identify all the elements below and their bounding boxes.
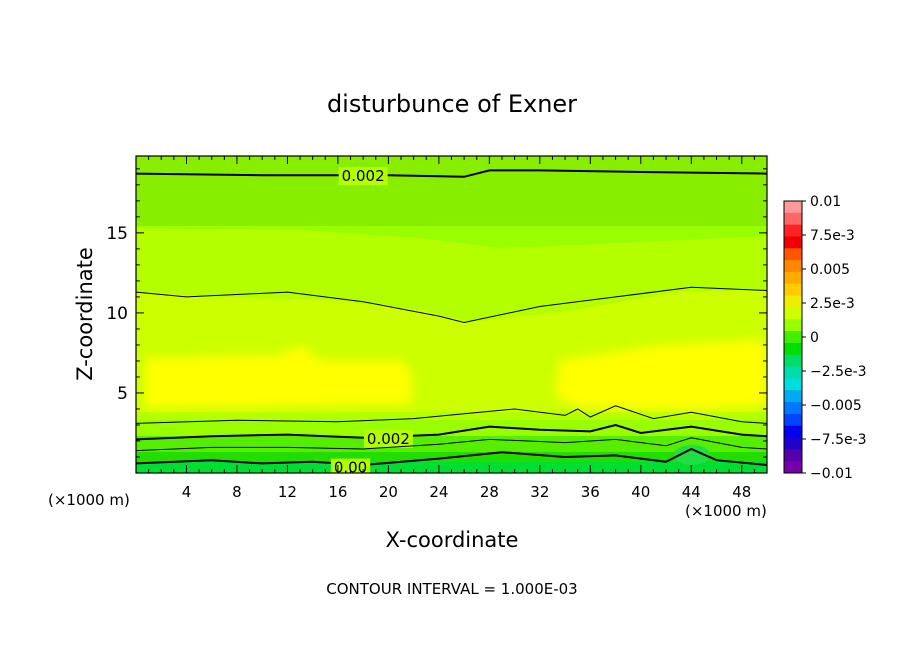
x-tick-label: 20 bbox=[379, 483, 398, 501]
x-tick-label: 4 bbox=[182, 483, 192, 501]
colorbar-swatch bbox=[784, 295, 802, 308]
contour-label-bg-2 bbox=[330, 458, 371, 473]
contour-interval-footer: CONTOUR INTERVAL = 1.000E-03 bbox=[326, 580, 577, 598]
field-band-upper bbox=[136, 156, 767, 226]
x-tick-label: 40 bbox=[631, 483, 650, 501]
x-tick-label: 32 bbox=[530, 483, 549, 501]
colorbar-label: 7.5e-3 bbox=[810, 228, 855, 244]
colorbar-label: 0 bbox=[810, 330, 819, 346]
field-core-right bbox=[555, 340, 767, 410]
colorbar-swatch bbox=[784, 271, 802, 285]
contour-line-1 bbox=[136, 169, 767, 178]
y-tick-label: 10 bbox=[106, 304, 128, 324]
colorbar-swatch bbox=[784, 390, 802, 403]
contour-label-2: 0.00 bbox=[334, 459, 367, 477]
colorbar-swatch bbox=[784, 319, 802, 332]
colorbar-swatch bbox=[784, 413, 802, 427]
colorbar-swatch bbox=[784, 212, 802, 226]
contour-line-3 bbox=[136, 437, 767, 452]
contour-line-4 bbox=[136, 405, 767, 424]
contour-line-2 bbox=[136, 447, 767, 467]
colorbar-swatch bbox=[784, 201, 802, 214]
colorbar-label: 0.01 bbox=[810, 194, 841, 210]
colorbar-swatch bbox=[784, 378, 802, 391]
chart-title: disturbunce of Exner bbox=[327, 90, 577, 118]
colorbar-swatch bbox=[784, 354, 802, 368]
colorbar-swatch bbox=[784, 437, 802, 450]
x-unit-left: (×1000 m) bbox=[48, 491, 130, 509]
x-tick-label: 48 bbox=[732, 483, 751, 501]
heatmap-field bbox=[136, 156, 767, 473]
colorbar-label: 2.5e-3 bbox=[810, 296, 855, 312]
colorbar-swatch bbox=[784, 425, 802, 439]
colorbar-label: −0.005 bbox=[810, 398, 862, 414]
contour-line-5 bbox=[136, 286, 767, 324]
contour-line-0 bbox=[136, 423, 767, 441]
colorbar-swatch bbox=[784, 260, 802, 273]
x-tick-label: 8 bbox=[232, 483, 242, 501]
y-tick-label: 5 bbox=[117, 384, 128, 404]
colorbar-swatch bbox=[784, 402, 802, 415]
x-tick-label: 12 bbox=[278, 483, 297, 501]
colorbar-label: −0.01 bbox=[810, 466, 853, 482]
field-core-left bbox=[145, 345, 412, 408]
colorbar: 0.01 7.5e-3 0.005 2.5e-3 0 −2.5e-3 −0.005 −7.5e… bbox=[783, 194, 867, 482]
colorbar-swatch bbox=[784, 331, 802, 344]
colorbar-label: −7.5e-3 bbox=[810, 432, 867, 448]
x-unit-right: (×1000 m) bbox=[685, 502, 767, 520]
colorbar-swatch bbox=[784, 248, 802, 261]
x-tick-label: 16 bbox=[328, 483, 347, 501]
y-tick-label: 15 bbox=[106, 224, 128, 244]
colorbar-label: 0.005 bbox=[810, 262, 850, 278]
contour-label-1: 0.002 bbox=[342, 167, 385, 185]
contour-label-bg-1 bbox=[338, 167, 388, 186]
x-tick-label: 24 bbox=[429, 483, 448, 501]
contour-label-bg-0 bbox=[363, 429, 413, 448]
colorbar-swatch bbox=[784, 236, 802, 249]
x-tick-label: 28 bbox=[480, 483, 499, 501]
x-tick-label: 44 bbox=[682, 483, 701, 501]
x-axis-label: X-coordinate bbox=[386, 528, 519, 552]
colorbar-swatch bbox=[784, 224, 802, 237]
colorbar-swatch bbox=[784, 307, 802, 320]
colorbar-swatch bbox=[784, 461, 802, 474]
colorbar-swatch bbox=[784, 449, 802, 462]
colorbar-swatch bbox=[784, 366, 802, 379]
y-axis-label: Z-coordinate bbox=[73, 247, 97, 381]
field-band-bottom bbox=[136, 462, 767, 473]
x-tick-label: 36 bbox=[581, 483, 600, 501]
field-blob-44 bbox=[674, 445, 710, 465]
colorbar-swatch bbox=[784, 342, 802, 356]
colorbar-label: −2.5e-3 bbox=[810, 364, 867, 380]
colorbar-swatch bbox=[784, 283, 802, 297]
contour-label-0: 0.002 bbox=[367, 430, 410, 448]
